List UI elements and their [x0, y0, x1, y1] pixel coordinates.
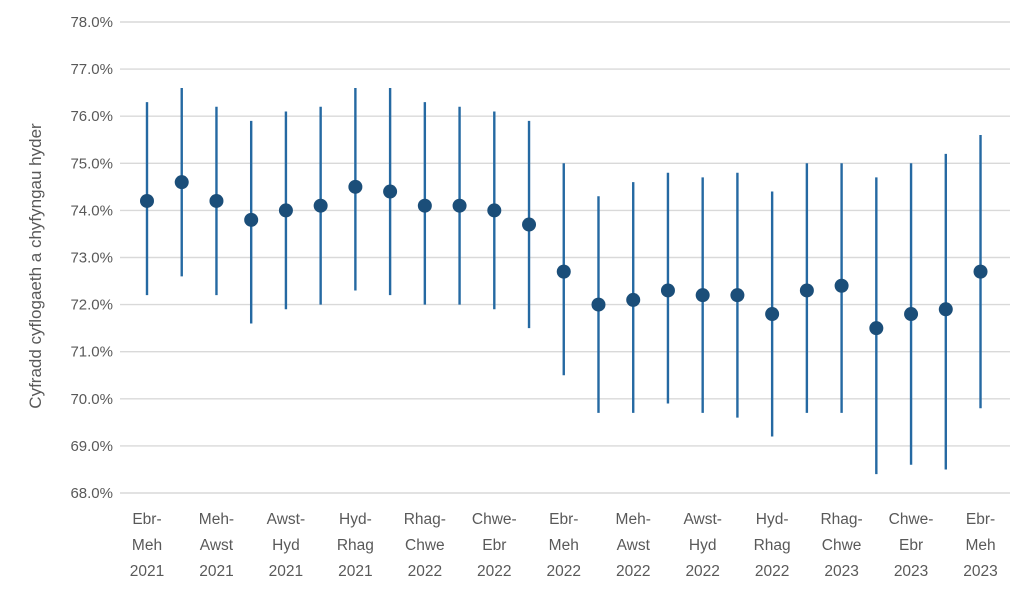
y-tick-label: 77.0% — [70, 61, 113, 78]
data-point — [209, 193, 224, 208]
x-tick-label: Hyd-Rhag 2021 — [337, 511, 374, 580]
y-tick-label: 75.0% — [70, 155, 113, 172]
data-point — [730, 288, 745, 303]
data-point — [140, 193, 154, 208]
y-tick-label: 71.0% — [70, 344, 113, 361]
y-tick-label: 76.0% — [70, 108, 113, 125]
x-tick-label: Chwe-Ebr 2023 — [889, 511, 934, 580]
data-point — [799, 283, 814, 298]
data-point — [278, 203, 293, 218]
data-point — [869, 321, 884, 336]
x-tick-label: Awst-Hyd 2021 — [267, 511, 305, 580]
data-point — [938, 302, 953, 317]
data-point — [834, 278, 849, 293]
x-tick-label: Awst-Hyd 2022 — [683, 511, 721, 580]
y-tick-label: 78.0% — [70, 14, 113, 31]
y-tick-label: 74.0% — [70, 202, 113, 219]
data-point — [244, 212, 259, 227]
y-axis-title: Cyfradd cyflogaeth a chyfyngau hyder — [26, 123, 45, 409]
x-tick-label: Hyd-Rhag 2022 — [754, 511, 791, 580]
data-point — [417, 198, 432, 213]
data-point — [904, 307, 919, 322]
x-tick-label: Ebr-Meh 2021 — [130, 511, 164, 580]
y-tick-label: 68.0% — [70, 485, 113, 502]
x-tick-label: Chwe-Ebr 2022 — [472, 511, 517, 580]
data-point — [591, 297, 606, 312]
x-tick-label: Ebr-Meh 2023 — [963, 511, 997, 580]
y-tick-label: 69.0% — [70, 438, 113, 455]
data-point — [695, 288, 710, 303]
data-point — [174, 175, 189, 190]
x-tick-label: Meh-Awst 2022 — [616, 511, 651, 580]
y-tick-label: 73.0% — [70, 250, 113, 267]
y-tick-label: 70.0% — [70, 391, 113, 408]
data-point — [522, 217, 537, 232]
data-point — [487, 203, 502, 218]
data-point — [973, 264, 988, 279]
x-tick-label: Rhag-Chwe 2023 — [820, 511, 862, 580]
x-tick-label: Ebr-Meh 2022 — [547, 511, 581, 580]
data-point — [626, 292, 641, 307]
data-point — [660, 283, 675, 298]
data-point — [556, 264, 571, 279]
data-point — [765, 307, 780, 322]
data-point — [313, 198, 328, 213]
data-point — [383, 184, 398, 199]
x-tick-label: Meh-Awst 2021 — [199, 511, 234, 580]
data-point — [452, 198, 467, 213]
data-point — [348, 179, 363, 194]
x-tick-label: Rhag-Chwe 2022 — [404, 511, 446, 580]
y-tick-label: 72.0% — [70, 297, 113, 314]
